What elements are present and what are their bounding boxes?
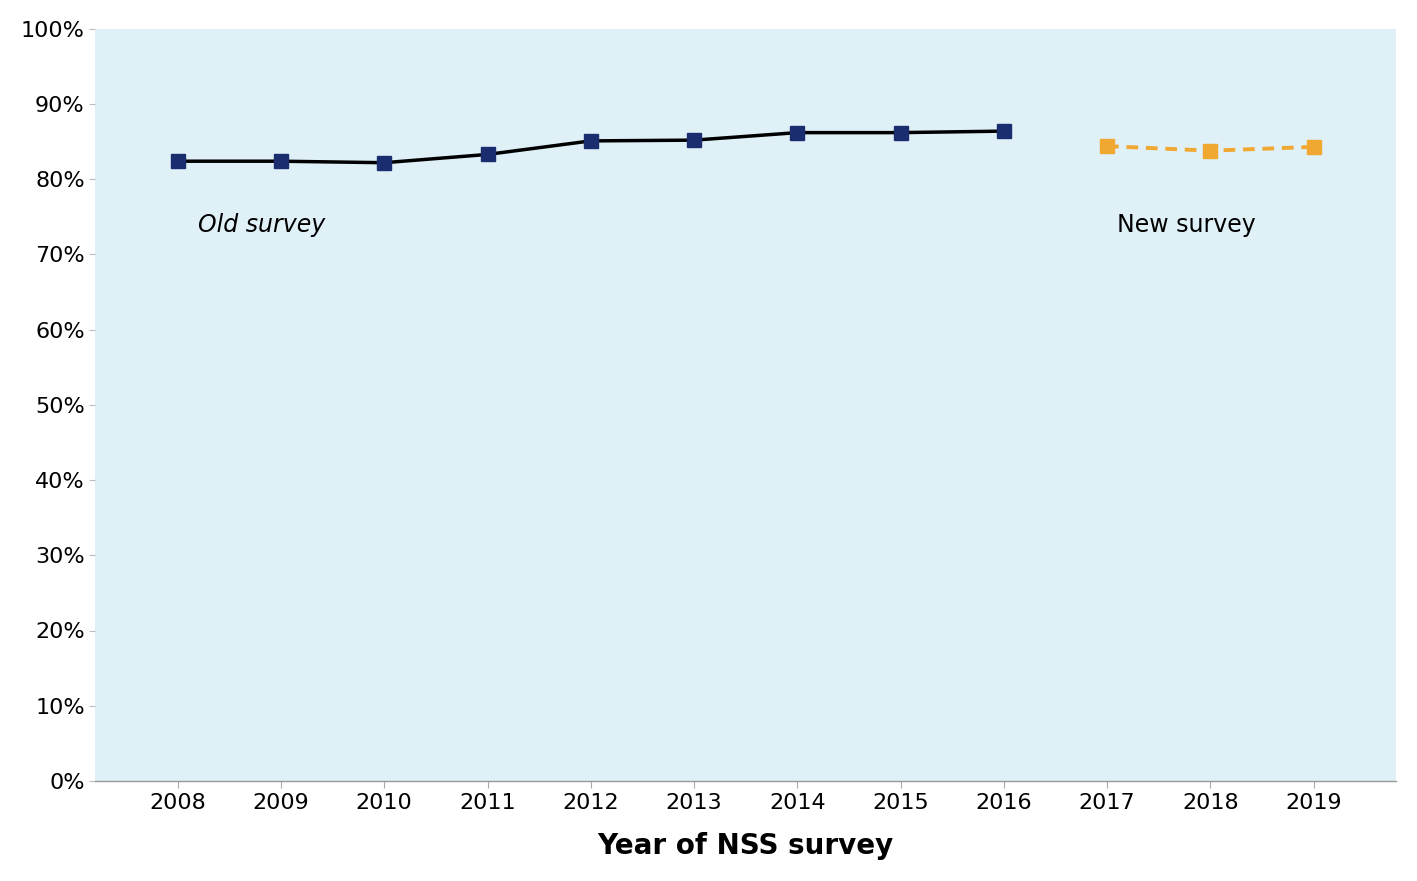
Text: Old survey: Old survey xyxy=(198,213,326,237)
Text: New survey: New survey xyxy=(1118,213,1255,237)
X-axis label: Year of NSS survey: Year of NSS survey xyxy=(598,833,894,860)
